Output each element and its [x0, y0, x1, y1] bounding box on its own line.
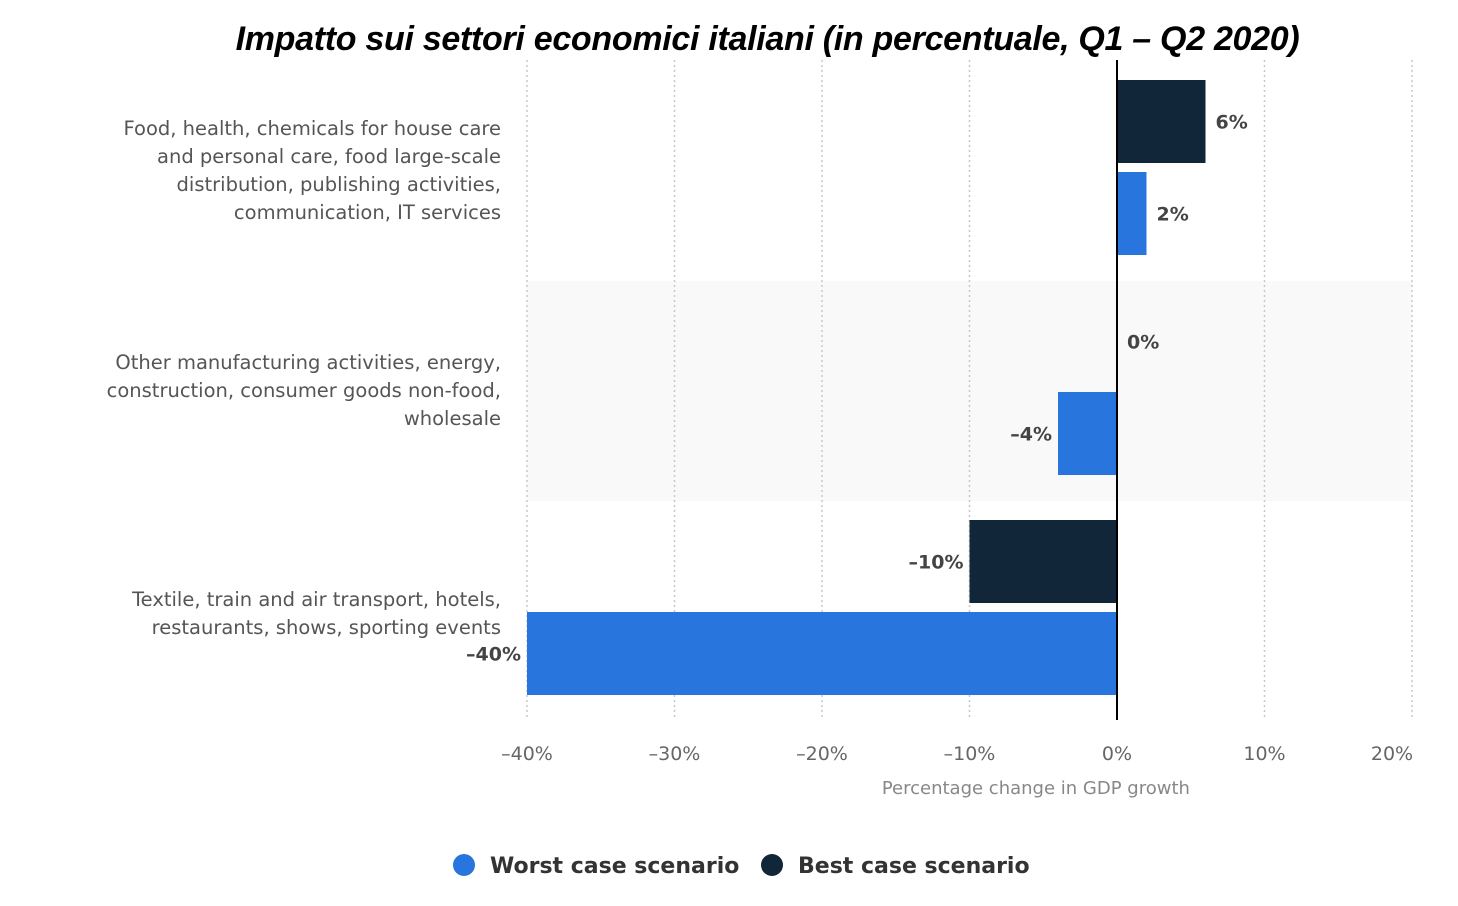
bar-best-case-scenario	[1117, 80, 1206, 163]
category-label: restaurants, shows, sporting events	[152, 616, 501, 639]
category-label: Textile, train and air transport, hotels…	[131, 588, 501, 611]
data-label: –40%	[466, 644, 521, 666]
category-label: wholesale	[404, 407, 501, 430]
category-label: distribution, publishing activities,	[177, 173, 501, 196]
data-label: –4%	[1010, 424, 1052, 446]
legend-label: Worst case scenario	[490, 854, 739, 879]
x-tick-label: –40%	[501, 743, 553, 765]
data-label: 0%	[1127, 332, 1159, 354]
data-label: 2%	[1157, 204, 1189, 226]
x-tick-label: –30%	[649, 743, 701, 765]
chart-title: Impatto sui settori economici italiani (…	[235, 20, 1300, 58]
legend-marker-icon	[761, 854, 783, 876]
category-label: Food, health, chemicals for house care	[124, 117, 502, 140]
bar-worst-case-scenario	[1117, 172, 1147, 255]
bar-best-case-scenario	[969, 520, 1117, 603]
data-label: 6%	[1216, 112, 1248, 134]
x-tick-label: –20%	[796, 743, 848, 765]
bar-worst-case-scenario	[527, 612, 1117, 695]
data-label: –10%	[909, 552, 964, 574]
legend-label: Best case scenario	[798, 854, 1030, 879]
category-label: construction, consumer goods non-food,	[107, 379, 501, 402]
category-label: and personal care, food large-scale	[157, 145, 501, 168]
legend-marker-icon	[453, 854, 475, 876]
bar-worst-case-scenario	[1058, 392, 1117, 475]
x-tick-label: –10%	[944, 743, 996, 765]
x-tick-label: 20%	[1371, 743, 1413, 765]
category-label: Other manufacturing activities, energy,	[115, 351, 501, 374]
category-label: communication, IT services	[234, 201, 501, 224]
x-axis-label: Percentage change in GDP growth	[882, 778, 1190, 799]
x-tick-label: 10%	[1243, 743, 1285, 765]
x-tick-label: 0%	[1102, 743, 1132, 765]
